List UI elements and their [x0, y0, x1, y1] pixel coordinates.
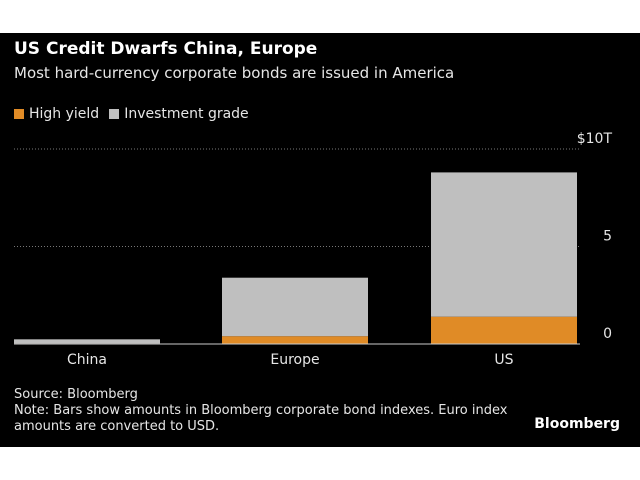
legend: High yield Investment grade — [14, 106, 249, 122]
y-tick-label: $10T — [577, 131, 613, 147]
x-tick-label: China — [67, 352, 107, 368]
y-tick-label: 0 — [603, 326, 612, 342]
x-tick-label: US — [494, 352, 513, 368]
bar-chart: 0 5 $10T China Europe US — [14, 131, 613, 368]
bar-europe-high-yield — [222, 336, 368, 344]
bar-europe-investment-grade — [222, 277, 368, 337]
chart-title: US Credit Dwarfs China, Europe — [14, 39, 318, 59]
bar-china-investment-grade — [14, 339, 160, 344]
bar-us-investment-grade — [431, 172, 577, 317]
legend-swatch-investment-grade — [109, 109, 120, 119]
x-tick-label: Europe — [270, 352, 319, 368]
bar-us-high-yield — [431, 316, 577, 344]
legend-item-investment-grade: Investment grade — [109, 106, 249, 122]
chart-panel: US Credit Dwarfs China, Europe Most hard… — [0, 33, 640, 447]
bloomberg-logo: Bloomberg — [534, 416, 620, 432]
note-text: Note: Bars show amounts in Bloomberg cor… — [14, 403, 508, 434]
legend-label: High yield — [29, 106, 100, 122]
legend-swatch-high-yield — [14, 109, 24, 119]
legend-label: Investment grade — [124, 106, 249, 122]
y-tick-label: 5 — [603, 229, 612, 245]
source-text: Source: Bloomberg — [14, 387, 138, 402]
chart-subtitle: Most hard-currency corporate bonds are i… — [14, 64, 455, 82]
source-note: Source: Bloomberg Note: Bars show amount… — [14, 387, 534, 435]
legend-item-high-yield: High yield — [14, 106, 99, 122]
